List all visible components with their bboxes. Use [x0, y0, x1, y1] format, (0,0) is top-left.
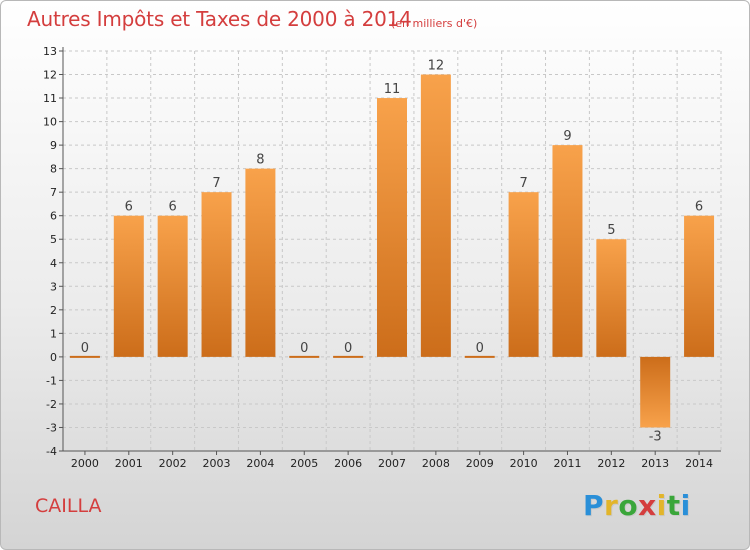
- y-tick-label: 9: [50, 139, 57, 152]
- logo-letter: i: [656, 489, 667, 522]
- y-tick-label: 7: [50, 186, 57, 199]
- bar: [69, 355, 100, 358]
- x-tick-label: 2011: [553, 457, 581, 470]
- y-tick-label: 4: [50, 257, 57, 270]
- x-tick-label: 2004: [246, 457, 274, 470]
- y-tick-label: 3: [50, 280, 57, 293]
- data-labels: 0 6 6 7 8 0 0 11 12 0 7 9 5 -3 6: [81, 59, 703, 445]
- data-label: 9: [563, 129, 571, 144]
- bar: [377, 98, 407, 357]
- y-tick-label: -1: [46, 374, 57, 387]
- x-tick-label: 2014: [685, 457, 713, 470]
- x-tick-label: 2007: [378, 457, 406, 470]
- logo-letter: P: [583, 489, 605, 522]
- bar: [596, 239, 627, 357]
- y-tick-label: 5: [50, 233, 57, 246]
- y-tick-label: 12: [43, 69, 57, 82]
- y-tick-label: -4: [46, 445, 57, 458]
- bar: [333, 355, 364, 358]
- data-label: 8: [256, 153, 264, 168]
- data-label: 7: [212, 176, 220, 191]
- bar: [157, 215, 188, 357]
- data-label: 0: [81, 341, 89, 356]
- y-tick-label: 1: [50, 327, 57, 340]
- bar: [464, 355, 495, 358]
- y-tick-label: -2: [46, 398, 57, 411]
- data-label: 6: [695, 200, 703, 215]
- chart-subtitle: (en milliers d'€): [391, 17, 478, 30]
- logo-letter: t: [666, 489, 681, 522]
- data-label: 7: [519, 176, 527, 191]
- data-label: 6: [169, 200, 177, 215]
- bar: [420, 74, 451, 357]
- x-tick-label: 2012: [597, 457, 625, 470]
- data-label: 0: [476, 341, 484, 356]
- y-tick-label: 2: [50, 304, 57, 317]
- data-label: 11: [384, 82, 401, 97]
- bar: [289, 355, 320, 358]
- x-tick-label: 2000: [71, 457, 99, 470]
- x-tick-label: 2003: [203, 457, 231, 470]
- y-tick-label: 11: [43, 92, 57, 105]
- y-tick-label: 8: [50, 163, 57, 176]
- data-label: 0: [344, 341, 352, 356]
- x-tick-label: 2010: [510, 457, 538, 470]
- bar: [113, 215, 144, 357]
- y-tick-label: -3: [46, 421, 57, 434]
- location-name: CAILLA: [35, 495, 102, 517]
- bar: [552, 145, 583, 357]
- data-label: -3: [649, 429, 662, 444]
- logo-letter: i: [680, 489, 691, 522]
- x-tick-label: 2002: [159, 457, 187, 470]
- x-tick-label: 2013: [641, 457, 669, 470]
- data-label: 5: [607, 223, 615, 238]
- data-label: 0: [300, 341, 308, 356]
- bar: [245, 168, 276, 357]
- logo-letter: r: [604, 489, 619, 522]
- x-tick-label: 2006: [334, 457, 362, 470]
- bar: [508, 192, 539, 357]
- data-label: 12: [428, 59, 445, 74]
- proxiti-logo: Proxiti: [583, 489, 691, 522]
- y-tick-label: 6: [50, 210, 57, 223]
- y-tick-label: 13: [43, 45, 57, 58]
- y-tick-label: 10: [43, 116, 57, 129]
- x-tick-label: 2001: [115, 457, 143, 470]
- logo-letter: o: [618, 489, 639, 522]
- bar: [684, 215, 715, 357]
- y-tick-label: 0: [50, 351, 57, 364]
- x-tick-label: 2009: [466, 457, 494, 470]
- logo-letter: x: [638, 489, 657, 522]
- chart-title: Autres Impôts et Taxes de 2000 à 2014: [27, 7, 412, 31]
- data-label: 6: [125, 200, 133, 215]
- x-tick-label: 2008: [422, 457, 450, 470]
- bar: [201, 192, 232, 357]
- x-tick-label: 2005: [290, 457, 318, 470]
- bar: [640, 356, 671, 428]
- bars: [69, 74, 715, 428]
